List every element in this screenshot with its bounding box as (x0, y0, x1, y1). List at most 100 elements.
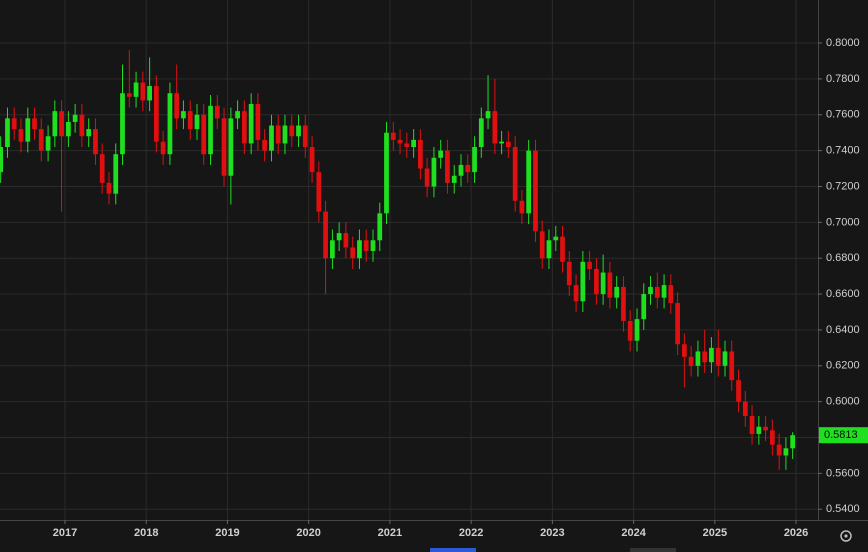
candle-body (763, 426, 768, 431)
candle-body (614, 286, 620, 298)
candle-body (627, 320, 633, 341)
x-tick-label: 2023 (540, 527, 564, 539)
candle-body (749, 416, 755, 434)
candle-body (769, 430, 775, 445)
candle-body (499, 141, 504, 144)
candle-body (296, 125, 301, 137)
candle-body (648, 286, 653, 295)
candle-body (397, 139, 403, 144)
candle-body (106, 182, 112, 194)
candle-body (45, 136, 51, 151)
candle-body (451, 175, 457, 183)
candle-body (99, 154, 105, 183)
candle-body (587, 261, 592, 269)
x-tick-label: 2025 (703, 527, 727, 539)
y-tick-label: 0.6800 (826, 252, 860, 264)
y-tick-label: 0.5400 (826, 503, 860, 515)
candle-body (126, 93, 132, 97)
candle-body (66, 121, 71, 137)
candle-body (11, 118, 17, 130)
candle-body (72, 114, 78, 122)
candle-body (86, 129, 92, 137)
candle-body (715, 347, 721, 366)
y-tick-label: 0.8000 (826, 37, 860, 49)
candle-body (370, 240, 376, 252)
x-tick-label: 2022 (459, 527, 483, 539)
candle-body (526, 150, 532, 214)
candle-body (512, 147, 518, 201)
candle-body (113, 154, 119, 194)
candle-body (25, 118, 31, 142)
candle-body (93, 129, 98, 155)
candle-body (682, 344, 687, 357)
candle-body (600, 272, 606, 295)
candle-body (424, 168, 430, 187)
candle-body (269, 125, 274, 151)
candle-body (478, 118, 484, 148)
candle-body (282, 125, 288, 144)
candle-body (167, 93, 173, 155)
candle-body (59, 111, 64, 137)
candle-body (140, 82, 146, 101)
candle-body (38, 129, 44, 151)
candle-body (533, 150, 538, 232)
x-tick-label: 2019 (215, 527, 239, 539)
x-tick-label: 2021 (378, 527, 402, 539)
candle-body (174, 93, 180, 119)
y-tick-label: 0.6200 (826, 360, 860, 372)
candle-body (384, 132, 389, 214)
candle-body (594, 268, 599, 295)
gear-icon-center[interactable] (844, 534, 848, 538)
candle-body (661, 285, 667, 298)
candle-body (729, 351, 735, 381)
candle-body (330, 240, 335, 259)
candle-body (187, 111, 193, 130)
candle-body (201, 114, 207, 155)
last-price-box (819, 427, 868, 444)
candle-body (357, 240, 362, 259)
candle-body (363, 240, 369, 252)
candle-body (404, 143, 410, 148)
candle-body (546, 240, 552, 259)
candle-body (160, 141, 166, 155)
y-tick-label: 0.7800 (826, 73, 860, 85)
settings-button[interactable] (840, 530, 852, 542)
candle-body (154, 86, 159, 142)
y-tick-label: 0.7400 (826, 145, 860, 157)
candle-body (736, 380, 741, 402)
range-indicator (630, 548, 676, 552)
x-tick-label: 2026 (784, 527, 808, 539)
candle-body (445, 150, 450, 183)
candle-body (221, 118, 227, 176)
candle-body (133, 82, 139, 97)
candle-body (641, 294, 647, 320)
candle-body (783, 448, 789, 456)
candle-body (120, 93, 125, 155)
candle-body (790, 435, 796, 449)
y-tick-label: 0.6600 (826, 288, 860, 300)
candle-body (343, 233, 349, 248)
candle-body (465, 164, 471, 173)
candle-body (505, 141, 511, 148)
x-tick-label: 2018 (134, 527, 158, 539)
gear-icon[interactable] (840, 530, 852, 542)
candle-body (668, 285, 674, 304)
candle-body (0, 147, 4, 173)
x-tick-label: 2020 (296, 527, 320, 539)
y-tick-label: 0.7600 (826, 109, 860, 121)
candle-body (18, 129, 24, 142)
candle-body (275, 125, 281, 144)
candle-body (458, 164, 464, 176)
candle-body (519, 200, 525, 214)
candle-body (553, 236, 559, 241)
last-price-label: 0.5813 (824, 429, 858, 441)
candle-body (255, 104, 261, 140)
candle-body (248, 104, 254, 144)
candle-body (675, 303, 681, 345)
candle-body (32, 118, 37, 130)
candle-body (390, 132, 396, 140)
candle-body (194, 114, 200, 130)
candle-body (5, 118, 10, 148)
range-indicator (430, 548, 476, 552)
y-tick-label: 0.7000 (826, 216, 860, 228)
